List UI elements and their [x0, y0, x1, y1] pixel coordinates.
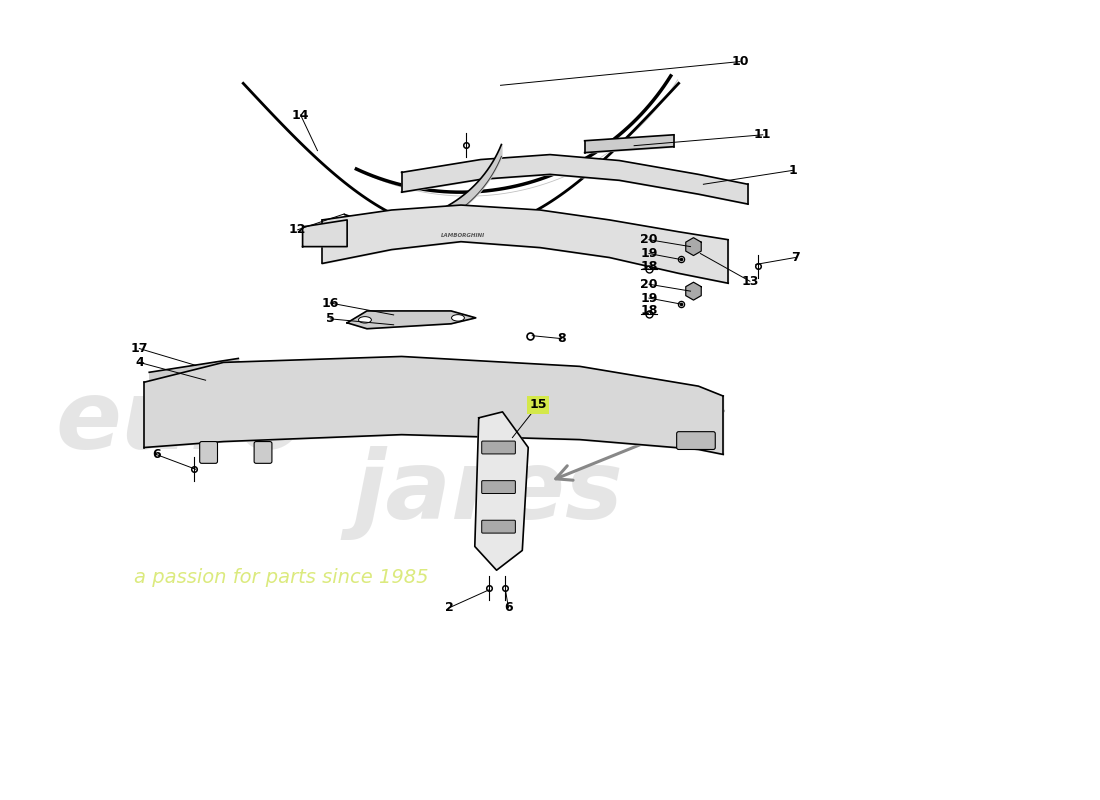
Text: LAMBORGHINI: LAMBORGHINI	[441, 233, 485, 238]
Text: 4: 4	[135, 356, 144, 369]
Text: 15: 15	[529, 398, 547, 411]
Text: 8: 8	[558, 332, 566, 345]
Text: 13: 13	[741, 274, 759, 288]
Text: 6: 6	[152, 448, 161, 461]
Polygon shape	[348, 311, 476, 329]
Text: 11: 11	[754, 128, 771, 142]
Text: 19: 19	[640, 247, 658, 260]
Text: 12: 12	[289, 223, 307, 236]
Text: 19: 19	[640, 291, 658, 305]
Text: 2: 2	[444, 602, 453, 614]
FancyBboxPatch shape	[482, 481, 516, 494]
Text: 17: 17	[131, 342, 149, 355]
Text: 20: 20	[640, 233, 658, 246]
Text: 16: 16	[321, 297, 339, 310]
Text: euro: euro	[55, 377, 306, 470]
Polygon shape	[685, 282, 701, 300]
Text: jares: jares	[352, 446, 623, 540]
Text: 5: 5	[326, 312, 334, 326]
Text: 1: 1	[788, 164, 796, 177]
FancyBboxPatch shape	[482, 441, 516, 454]
Ellipse shape	[451, 314, 464, 321]
FancyBboxPatch shape	[482, 520, 516, 533]
FancyBboxPatch shape	[254, 442, 272, 463]
Text: 14: 14	[292, 109, 309, 122]
FancyBboxPatch shape	[200, 442, 218, 463]
Polygon shape	[302, 220, 348, 246]
FancyBboxPatch shape	[676, 432, 715, 450]
Text: 6: 6	[504, 602, 513, 614]
Text: 10: 10	[732, 55, 749, 68]
Polygon shape	[685, 238, 701, 255]
Text: a passion for parts since 1985: a passion for parts since 1985	[134, 568, 429, 587]
Text: 18: 18	[640, 260, 658, 273]
Text: 18: 18	[640, 305, 658, 318]
Text: 20: 20	[640, 278, 658, 290]
Text: 7: 7	[791, 251, 800, 264]
Polygon shape	[475, 412, 528, 570]
Ellipse shape	[359, 317, 372, 323]
